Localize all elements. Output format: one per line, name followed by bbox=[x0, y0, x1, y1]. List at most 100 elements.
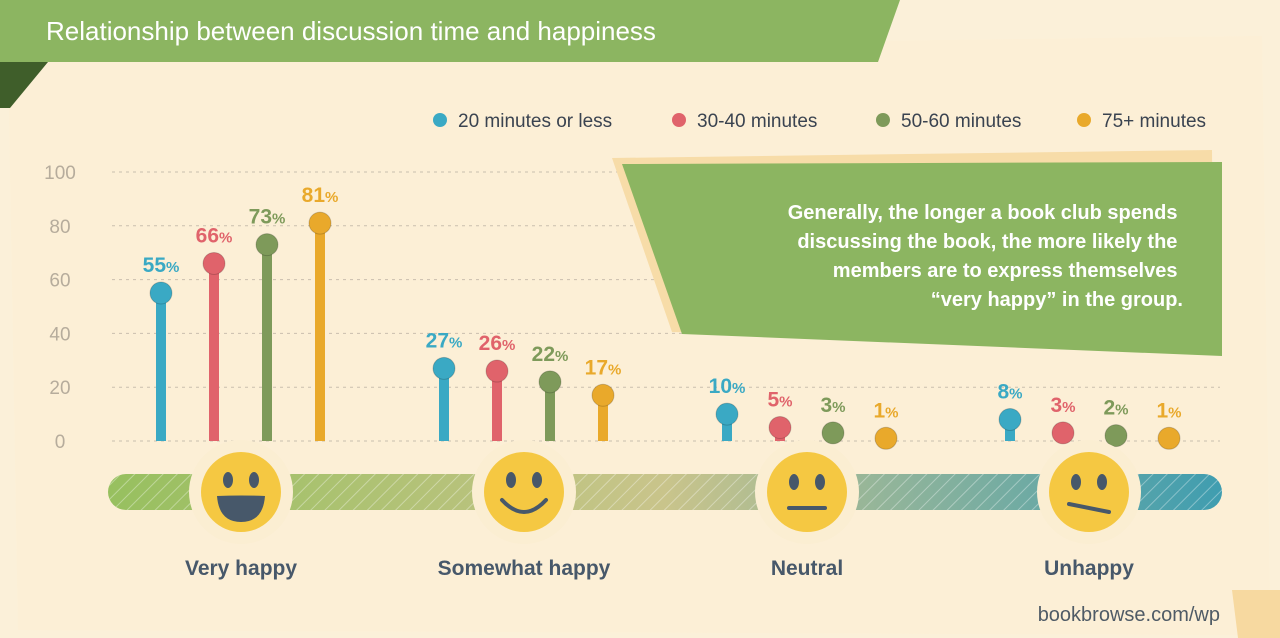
data-label-number: 66 bbox=[196, 224, 219, 247]
source-text: bookbrowse.com/wp bbox=[1038, 604, 1220, 626]
lollipop-head bbox=[308, 211, 332, 235]
lollipop-head bbox=[874, 426, 898, 450]
face-mouth bbox=[217, 495, 265, 522]
callout-box bbox=[622, 162, 1222, 356]
data-label: 1% bbox=[1156, 399, 1181, 422]
lollipop: 27% bbox=[426, 329, 462, 441]
face-disc bbox=[201, 452, 281, 532]
data-label: 55% bbox=[143, 254, 180, 277]
face-eye bbox=[532, 472, 542, 488]
y-tick-label: 80 bbox=[49, 217, 70, 238]
lollipop: 17% bbox=[585, 356, 622, 441]
data-label: 17% bbox=[585, 356, 622, 379]
category-label: Very happy bbox=[185, 557, 297, 580]
data-label: 81% bbox=[302, 184, 339, 207]
data-label-number: 26 bbox=[479, 332, 502, 355]
lollipop: 8% bbox=[997, 380, 1023, 441]
callout-line-3: members are to express themselves bbox=[833, 260, 1178, 282]
lollipop-head bbox=[998, 407, 1022, 431]
lollipop: 55% bbox=[143, 254, 180, 441]
callout-line-1: Generally, the longer a book club spends bbox=[788, 202, 1178, 224]
happiness-scale-hatch bbox=[108, 474, 1222, 510]
data-label: 3% bbox=[820, 394, 845, 417]
data-label-percent: % bbox=[555, 348, 568, 365]
face-eye bbox=[223, 472, 233, 488]
y-tick-label: 100 bbox=[44, 163, 76, 184]
data-label-number: 1 bbox=[873, 399, 885, 422]
data-label-number: 8 bbox=[997, 380, 1009, 403]
data-label-number: 27 bbox=[426, 329, 449, 352]
data-label-percent: % bbox=[272, 211, 285, 228]
data-label-number: 3 bbox=[1050, 394, 1062, 417]
callout-line-4: “very happy” in the group. bbox=[931, 289, 1183, 311]
grid bbox=[112, 171, 1220, 442]
data-label: 26% bbox=[479, 332, 516, 355]
category-label: Somewhat happy bbox=[438, 557, 611, 580]
face-mouth bbox=[1067, 502, 1111, 514]
face-eye bbox=[249, 472, 259, 488]
lollipop: 1% bbox=[1156, 399, 1182, 450]
data-label-percent: % bbox=[1115, 402, 1128, 419]
legend-swatch-icon bbox=[672, 113, 686, 127]
neutral-face-icon bbox=[755, 440, 859, 544]
legend-label: 75+ minutes bbox=[1102, 111, 1206, 132]
legend: 20 minutes or less 30-40 minutes 50-60 min… bbox=[433, 111, 1206, 132]
lollipop-head bbox=[591, 383, 615, 407]
banner-fold bbox=[0, 62, 48, 108]
face-eye bbox=[506, 472, 516, 488]
data-marks: 55%66%73%81%27% 26% 22% 17%10% 5% 3% 1%8% 3% 2% 1… bbox=[143, 184, 1182, 450]
callout-line-2: discussing the book, the more likely the bbox=[797, 231, 1177, 253]
data-label-number: 5 bbox=[767, 389, 779, 412]
face-disc bbox=[1049, 452, 1129, 532]
lollipop: 2% bbox=[1103, 397, 1129, 448]
data-label-number: 55 bbox=[143, 254, 167, 277]
data-label-percent: % bbox=[325, 189, 338, 206]
lollipop-head bbox=[821, 421, 845, 445]
data-label: 2% bbox=[1103, 397, 1128, 420]
lollipop: 22% bbox=[532, 343, 568, 441]
lollipop: 3% bbox=[820, 394, 846, 445]
y-tick-label: 60 bbox=[49, 271, 70, 292]
y-tick-label: 0 bbox=[55, 432, 66, 453]
lollipop: 3% bbox=[1050, 394, 1076, 445]
legend-swatch-icon bbox=[876, 113, 890, 127]
data-label-number: 3 bbox=[820, 394, 832, 417]
lollipop-head bbox=[538, 370, 562, 394]
y-axis: 100 80 60 40 20 0 bbox=[44, 163, 76, 453]
lollipop: 10% bbox=[709, 375, 746, 441]
data-label: 1% bbox=[873, 399, 898, 422]
lollipop-head bbox=[715, 402, 739, 426]
legend-label: 50-60 minutes bbox=[901, 111, 1021, 132]
data-label-percent: % bbox=[1009, 385, 1022, 402]
category-faces: Very happy Somewhat happy Neutral Unhappy bbox=[185, 440, 1141, 580]
data-label-number: 22 bbox=[532, 343, 555, 366]
legend-swatch-icon bbox=[433, 113, 447, 127]
page-curl bbox=[1232, 590, 1280, 638]
callout-text: Generally, the longer a book club spends… bbox=[788, 202, 1183, 311]
data-label-percent: % bbox=[885, 404, 898, 421]
data-label-percent: % bbox=[219, 229, 232, 246]
face-disc bbox=[767, 452, 847, 532]
title-banner bbox=[0, 0, 900, 62]
lollipop-head bbox=[255, 233, 279, 257]
face-mouth bbox=[500, 498, 548, 514]
data-label-percent: % bbox=[502, 337, 515, 354]
lollipop: 66% bbox=[196, 224, 233, 441]
data-label-percent: % bbox=[166, 259, 179, 276]
data-label-percent: % bbox=[449, 334, 462, 351]
face-eye bbox=[1097, 474, 1107, 490]
data-label-number: 1 bbox=[1156, 399, 1168, 422]
lollipop: 73% bbox=[249, 206, 285, 441]
data-label-percent: % bbox=[1062, 399, 1075, 416]
legend-label: 20 minutes or less bbox=[458, 111, 612, 132]
legend-label: 30-40 minutes bbox=[697, 111, 817, 132]
lollipop-head bbox=[149, 281, 173, 305]
face-eye bbox=[789, 474, 799, 490]
data-label: 10% bbox=[709, 375, 746, 398]
big-smile-face-icon bbox=[189, 440, 293, 544]
data-label: 8% bbox=[997, 380, 1022, 403]
data-label-number: 2 bbox=[1103, 397, 1115, 420]
data-label: 66% bbox=[196, 224, 233, 247]
